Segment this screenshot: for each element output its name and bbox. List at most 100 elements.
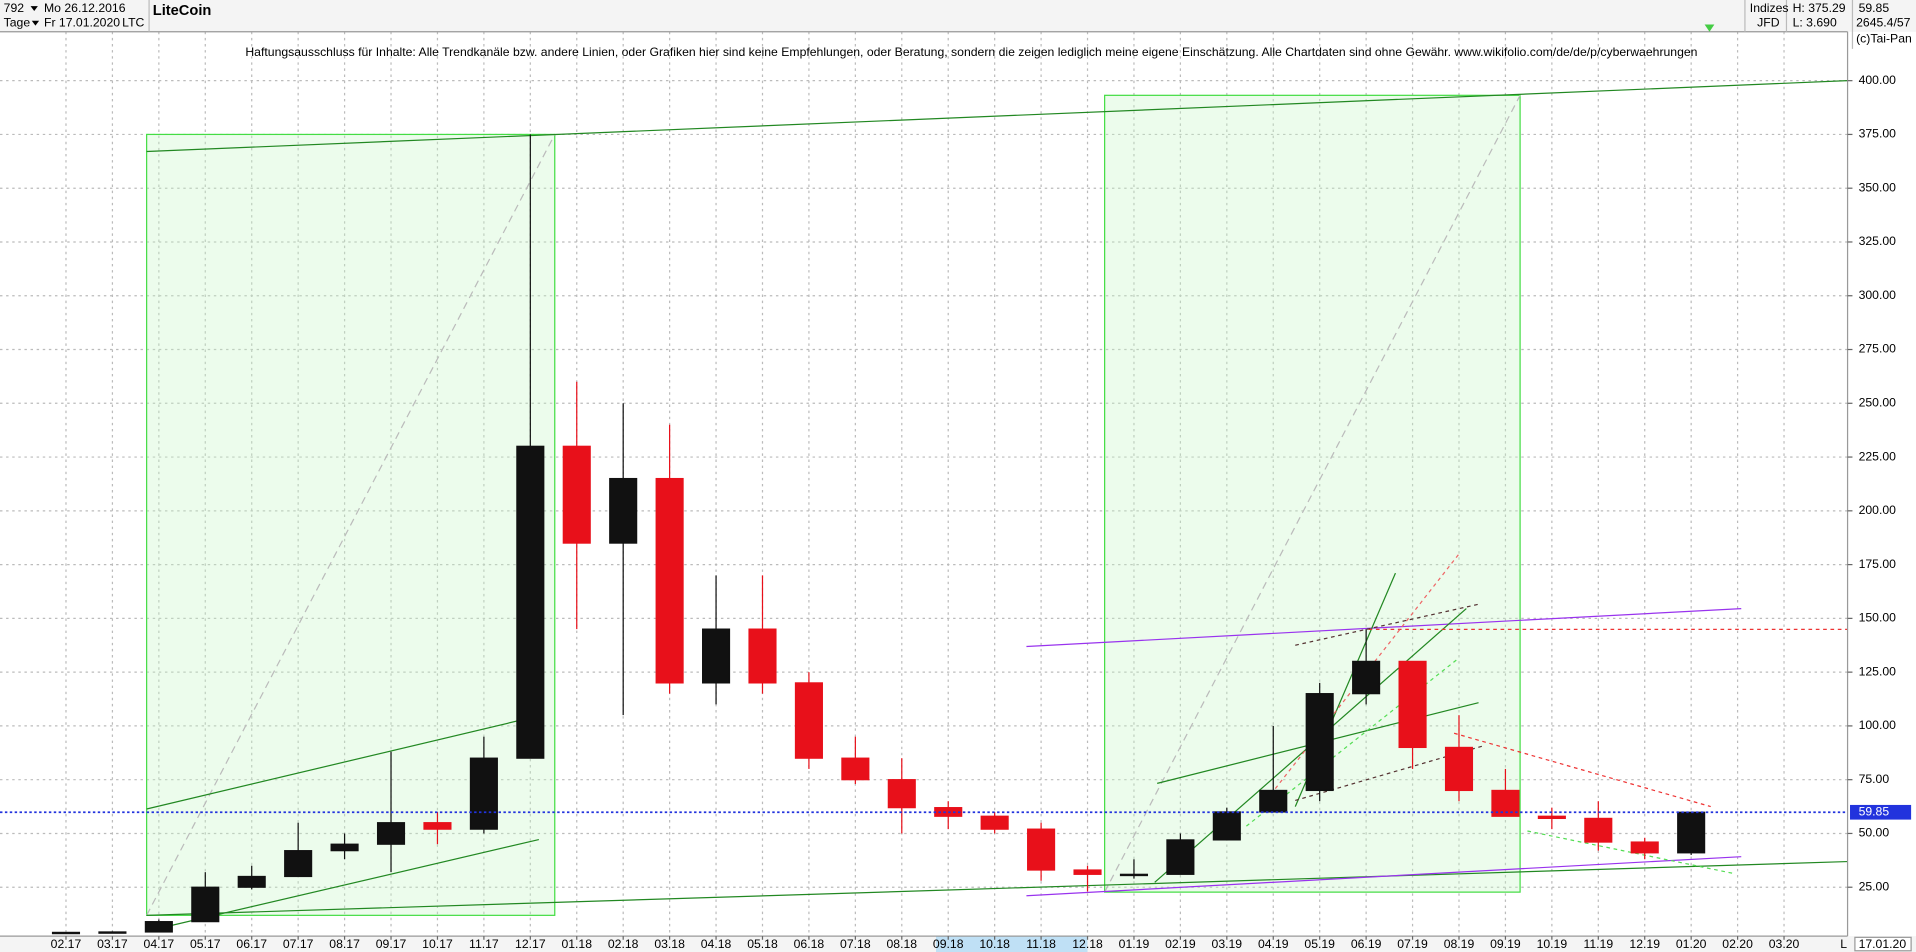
x-tick-label: 01.20	[1676, 937, 1707, 951]
low: L: 3.690	[1793, 15, 1837, 29]
y-tick-label: 225.00	[1859, 449, 1897, 463]
candle-body	[1073, 869, 1102, 875]
x-tick-label: 11.17	[469, 937, 499, 951]
candle-body	[423, 822, 452, 830]
y-tick-label: 250.00	[1859, 396, 1897, 410]
y-tick-label: 175.00	[1859, 557, 1897, 571]
candle-body	[1444, 746, 1474, 792]
disclaimer: Haftungsausschluss für Inhalte: Alle Tre…	[245, 45, 1697, 59]
group: Indizes	[1750, 1, 1789, 15]
candle-body	[655, 477, 684, 684]
x-tick-label: 08.18	[887, 937, 918, 951]
candle-body	[1630, 841, 1659, 854]
x-tick-label: 02.17	[51, 937, 82, 951]
candle-body	[794, 682, 823, 759]
y-tick-label: 75.00	[1859, 772, 1890, 786]
candle-body	[1027, 828, 1056, 871]
x-tick-label: 04.17	[144, 937, 175, 951]
y-tick-label: 400.00	[1859, 73, 1897, 87]
x-tick-label: 08.19	[1444, 937, 1475, 951]
period[interactable]: Tage	[4, 15, 31, 29]
candle-body	[1677, 811, 1706, 854]
candle-body	[1166, 839, 1195, 875]
y-tick-label: 150.00	[1859, 611, 1897, 625]
x-tick-label: 05.19	[1304, 937, 1335, 951]
x-tick-label: 09.18	[933, 937, 964, 951]
x-tick-label: 10.17	[422, 937, 453, 951]
y-tick-label: 100.00	[1859, 718, 1897, 732]
x-tick-label: 06.19	[1351, 937, 1382, 951]
x-tick-label: 03.19	[1212, 937, 1243, 951]
trend-line	[1026, 856, 1742, 897]
x-tick-label: 08.17	[329, 937, 360, 951]
candle-body	[702, 628, 731, 684]
candle-body	[191, 886, 220, 923]
symbol: LTC	[122, 15, 144, 29]
x-tick-label: 04.19	[1258, 937, 1289, 951]
cursor-date-box	[1854, 936, 1912, 952]
last-price: 59.85	[1859, 1, 1890, 15]
candle-body	[469, 757, 498, 830]
chart-id[interactable]: 792	[4, 1, 25, 15]
y-tick-label: 125.00	[1859, 664, 1897, 678]
candle-body	[1305, 693, 1334, 792]
candle-body	[284, 850, 313, 878]
x-tick-label: 09.19	[1490, 937, 1521, 951]
x-tick-label: 03.17	[97, 937, 128, 951]
dropdown-icon[interactable]	[30, 6, 38, 11]
x-tick-label: 12.19	[1629, 937, 1660, 951]
candle-body	[1537, 815, 1566, 820]
candle-body	[1584, 817, 1613, 843]
count: 2645.4/57	[1856, 15, 1911, 29]
candle-body	[748, 628, 777, 684]
copyright: (c)Tai-Pan	[1856, 31, 1912, 45]
y-tick-label: 350.00	[1859, 180, 1897, 194]
last-price-box	[1850, 804, 1912, 820]
scale-mode[interactable]: L	[1840, 937, 1847, 951]
x-tick-label: 12.17	[515, 937, 546, 951]
x-tick-label: 10.18	[979, 937, 1010, 951]
grid	[0, 31, 1848, 937]
y-tick-label: 325.00	[1859, 234, 1897, 248]
last-price-label: 59.85	[1859, 805, 1890, 819]
candle-body	[1259, 789, 1288, 813]
candle-body	[841, 757, 870, 781]
trend-line	[146, 715, 538, 810]
dropdown-icon[interactable]	[31, 20, 40, 26]
diagonal	[1104, 95, 1521, 893]
x-tick-label: 07.18	[840, 937, 871, 951]
y-tick-label: 200.00	[1859, 503, 1897, 517]
y-tick-label: 300.00	[1859, 288, 1897, 302]
candle-body	[237, 875, 266, 888]
x-tick-label: 02.20	[1722, 937, 1753, 951]
trend-line	[146, 80, 1848, 153]
x-tick-label: 10.19	[1537, 937, 1568, 951]
marker	[1704, 24, 1715, 32]
candle-body	[516, 445, 545, 759]
header-bar	[0, 0, 1916, 32]
cursor-date: 17.01.20	[1859, 937, 1907, 951]
y-tick-label: 50.00	[1859, 826, 1890, 840]
x-tick-label: 06.17	[236, 937, 267, 951]
start-date: Mo 26.12.2016	[44, 1, 126, 15]
x-tick-label: 03.20	[1769, 937, 1800, 951]
x-tick-label: 01.19	[1119, 937, 1150, 951]
candles	[51, 134, 1706, 935]
candle-body	[98, 931, 127, 934]
candle-body	[376, 822, 406, 845]
candle-body	[1119, 873, 1149, 877]
candle-body	[1398, 660, 1427, 749]
x-tick-label: 07.17	[283, 937, 314, 951]
x-tick-label: 04.18	[701, 937, 732, 951]
candle-body	[609, 477, 638, 544]
chart-title: LiteCoin	[153, 3, 212, 19]
x-tick-label: 01.18	[561, 937, 592, 951]
diagonal	[146, 134, 556, 916]
x-tick-label: 05.17	[190, 937, 221, 951]
trend-line	[146, 860, 1848, 916]
high: H: 375.29	[1793, 1, 1846, 15]
source: JFD	[1757, 15, 1780, 29]
candle-body	[562, 445, 591, 544]
y-tick-label: 275.00	[1859, 342, 1897, 356]
